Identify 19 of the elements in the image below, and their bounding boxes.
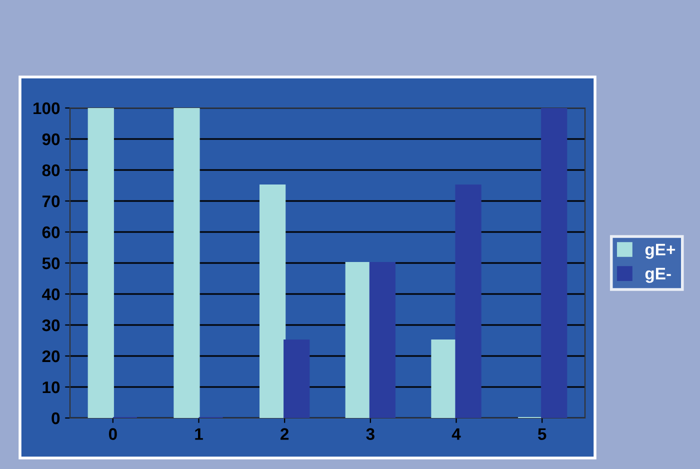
y-tick-label: 20 xyxy=(42,350,60,362)
y-tick-label: 10 xyxy=(42,381,60,394)
y-tick-label: 60 xyxy=(42,226,60,238)
x-tick-label: 5 xyxy=(538,428,546,440)
y-tick-label: 100 xyxy=(34,102,60,114)
y-tick-label: 80 xyxy=(42,164,60,176)
x-tick-label: 0 xyxy=(108,428,117,440)
x-tick-label: 3 xyxy=(366,428,374,440)
y-tick-label: 50 xyxy=(42,257,60,270)
x-tick-label: 1 xyxy=(195,428,203,440)
y-tick-label: 90 xyxy=(42,133,60,146)
legend-label: gE- xyxy=(645,268,671,283)
y-tick-label: 30 xyxy=(42,319,60,332)
y-tick-label: 40 xyxy=(42,288,60,300)
y-tick-label: 70 xyxy=(42,195,60,208)
legend-label: gE+ xyxy=(645,244,676,259)
x-tick-label: 4 xyxy=(452,428,461,440)
x-tick-label: 2 xyxy=(280,428,289,440)
y-tick-label: 0 xyxy=(52,412,60,424)
